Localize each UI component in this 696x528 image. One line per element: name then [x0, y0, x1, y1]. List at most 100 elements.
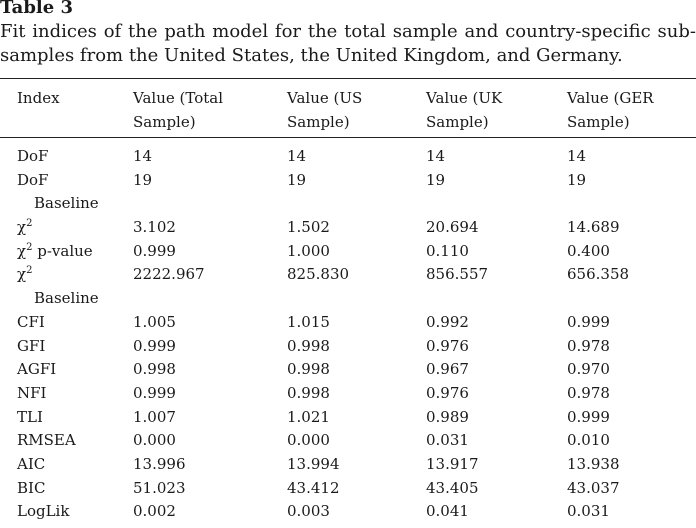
row-index-label: CFI [17, 311, 127, 335]
cell-total: 0.998 [133, 360, 176, 379]
row-index-cell: AIC [17, 453, 127, 477]
cell-total: 0.002 [133, 502, 176, 521]
row-index-label: GFI [17, 335, 127, 359]
row-index-text: BIC [17, 478, 46, 497]
cell-us: 14 [287, 147, 307, 165]
table-description: Fit indices of the path model for the to… [0, 21, 696, 66]
table-row: TLI 1.007 1.021 0.989 0.999 [0, 406, 696, 430]
row-index-cell: χ2 [17, 216, 127, 240]
row-index-cell: NFI [17, 382, 127, 406]
cell-total: 0.999 [133, 383, 176, 402]
cell-ger: 14.689 [567, 218, 620, 237]
row-index-cell: DoF [17, 145, 127, 169]
cell-us: 0.000 [287, 431, 330, 450]
row-index-cell: AGFI [17, 358, 127, 382]
cell-ger: 0.978 [567, 336, 610, 355]
cell-us: 43.412 [287, 478, 340, 497]
cell-us: 1.000 [287, 241, 330, 260]
row-index-label: AGFI [17, 358, 127, 382]
cell-uk: 20.694 [426, 218, 479, 237]
row-index-label: TLI [17, 406, 127, 430]
cell-total: 3.102 [133, 218, 176, 237]
row-index-text: LogLik [17, 502, 70, 521]
cell-uk: 856.557 [426, 265, 489, 284]
header-total: Value (Total Sample) [133, 89, 223, 131]
cell-uk: 43.405 [426, 478, 479, 497]
row-index-text: χ [17, 218, 27, 237]
row-index-label: AIC [17, 453, 127, 477]
table-row: DoF Baseline 19 19 19 19 [0, 169, 696, 216]
cell-total: 1.005 [133, 312, 176, 331]
row-index-superscript: 2 [26, 265, 33, 277]
row-index-cell: RMSEA [17, 429, 127, 453]
cell-uk: 0.110 [426, 241, 469, 260]
header-ger: Value (GER Sample) [567, 89, 654, 131]
row-index-cell: χ2 p-value [17, 240, 127, 264]
cell-total: 19 [133, 170, 153, 189]
cell-ger: 0.400 [567, 241, 610, 260]
cell-ger: 0.999 [567, 312, 610, 331]
row-index-text: NFI [17, 383, 47, 402]
cell-total: 1.007 [133, 407, 176, 426]
header-index: Index [17, 89, 60, 107]
table-row: AIC 13.996 13.994 13.917 13.938 [0, 453, 696, 477]
cell-ger: 0.999 [567, 407, 610, 426]
row-index-cell: BIC [17, 477, 127, 501]
cell-ger: 19 [567, 170, 587, 189]
cell-uk: 0.976 [426, 383, 469, 402]
table-row: χ2 Baseline 2222.967 825.830 856.557 656.358 [0, 263, 696, 310]
table-caption: Table 3 Fit indices of the path model fo… [0, 0, 696, 68]
row-index-cell: GFI [17, 335, 127, 359]
cell-us: 0.998 [287, 336, 330, 355]
cell-ger: 0.970 [567, 360, 610, 379]
cell-us: 1.015 [287, 312, 330, 331]
cell-uk: 0.041 [426, 502, 469, 521]
row-index-label: DoF [17, 145, 127, 169]
row-index-text: TLI [17, 407, 43, 426]
row-index-label: DoF [17, 169, 127, 193]
table-row: χ2 3.102 1.502 20.694 14.689 [0, 216, 696, 240]
cell-total: 0.000 [133, 431, 176, 450]
cell-ger: 43.037 [567, 478, 620, 497]
row-index-text: DoF [17, 147, 49, 165]
cell-ger: 14 [567, 147, 587, 165]
row-index-cell: χ2 Baseline [17, 263, 127, 310]
row-index-label: LogLik [17, 500, 127, 524]
cell-uk: 14 [426, 147, 446, 165]
cell-us: 1.502 [287, 218, 330, 237]
cell-uk: 0.031 [426, 431, 469, 450]
row-index-sublabel: Baseline [34, 194, 99, 213]
row-index-text: AIC [17, 454, 46, 473]
row-index-suffix: p-value [32, 241, 93, 260]
cell-total: 2222.967 [133, 265, 205, 284]
row-index-cell: DoF Baseline [17, 169, 127, 216]
row-index-text: χ [17, 265, 27, 284]
cell-uk: 0.976 [426, 336, 469, 355]
row-index-label: χ2 [17, 216, 127, 240]
row-index-text: χ [17, 241, 27, 260]
row-index-text: RMSEA [17, 431, 76, 450]
row-index-text: CFI [17, 312, 45, 331]
row-index-cell: LogLik [17, 500, 127, 524]
table-body: DoF 14 14 14 14 DoF Baseline 19 19 19 19 χ2 3.102 1.5… [0, 145, 696, 524]
cell-uk: 0.992 [426, 312, 469, 331]
row-index-text: AGFI [17, 360, 57, 379]
table-row: BIC 51.023 43.412 43.405 43.037 [0, 477, 696, 501]
cell-total: 51.023 [133, 478, 186, 497]
cell-ger: 656.358 [567, 265, 630, 284]
cell-us: 13.994 [287, 454, 340, 473]
cell-us: 0.998 [287, 360, 330, 379]
row-index-cell: CFI [17, 311, 127, 335]
cell-total: 0.999 [133, 241, 176, 260]
cell-uk: 0.967 [426, 360, 469, 379]
cell-us: 0.003 [287, 502, 330, 521]
header-uk: Value (UK Sample) [426, 89, 503, 131]
cell-uk: 19 [426, 170, 446, 189]
row-index-sublabel: Baseline [34, 289, 99, 308]
cell-ger: 13.938 [567, 454, 620, 473]
cell-us: 1.021 [287, 407, 330, 426]
cell-total: 13.996 [133, 454, 186, 473]
cell-total: 14 [133, 147, 153, 165]
row-index-label: RMSEA [17, 429, 127, 453]
cell-us: 19 [287, 170, 307, 189]
